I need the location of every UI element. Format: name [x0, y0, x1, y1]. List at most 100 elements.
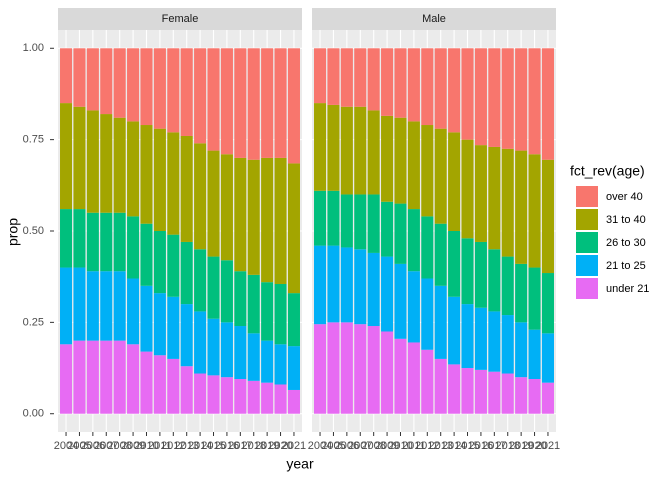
bar-segment — [394, 338, 407, 414]
bar-segment — [234, 326, 247, 380]
legend-key — [576, 186, 598, 207]
bar-segment — [247, 48, 260, 160]
x-tick-label: 2008 — [107, 440, 131, 452]
bar-segment — [501, 373, 514, 414]
bar-segment — [434, 223, 447, 286]
bar-segment — [541, 159, 554, 274]
bar-segment — [167, 358, 180, 414]
y-tick-label: 0.00 — [23, 408, 44, 420]
bar-segment — [207, 318, 220, 376]
bar-segment — [461, 368, 474, 414]
x-tick-label: 2010 — [388, 440, 412, 452]
strip-label: Female — [162, 13, 199, 25]
bar-segment — [60, 209, 73, 268]
bar-segment — [528, 48, 541, 155]
bar-segment — [113, 117, 126, 213]
bar-segment — [515, 150, 528, 264]
bar-segment — [381, 256, 394, 332]
x-tick-label: 2007 — [94, 440, 118, 452]
bar-segment — [127, 216, 140, 279]
bar-segment — [488, 249, 501, 312]
bar-segment — [60, 103, 73, 210]
bar-segment — [167, 234, 180, 297]
bar-segment — [153, 231, 166, 294]
bar-segment — [100, 212, 113, 272]
legend-label: 21 to 25 — [606, 260, 646, 272]
bar-segment — [434, 128, 447, 224]
bar-segment — [140, 223, 153, 286]
legend-label: under 21 — [606, 283, 649, 295]
bar-segment — [287, 346, 300, 390]
bar-segment — [261, 282, 274, 341]
strip-label: Male — [422, 13, 446, 25]
bar-segment — [448, 296, 461, 365]
bar-segment — [367, 326, 380, 414]
bar-segment — [234, 48, 247, 158]
strip — [312, 8, 556, 30]
bar-segment — [113, 271, 126, 341]
x-tick-label: 2006 — [81, 440, 105, 452]
bar-segment — [461, 304, 474, 369]
bar-segment — [367, 110, 380, 195]
bar-segment — [488, 311, 501, 372]
bar-segment — [474, 369, 487, 414]
legend-key — [576, 209, 598, 230]
bar-segment — [220, 48, 233, 155]
bar-segment — [461, 48, 474, 140]
bar-segment — [314, 190, 327, 246]
bar-segment — [501, 315, 514, 374]
bar-segment — [515, 377, 528, 414]
bar-segment — [140, 48, 153, 126]
bar-segment — [314, 324, 327, 414]
bar-segment — [340, 322, 353, 414]
bar-segment — [434, 285, 447, 359]
bar-segment — [381, 48, 394, 116]
bar-segment — [541, 382, 554, 414]
x-tick-label: 2008 — [361, 440, 385, 452]
x-tick-label: 2017 — [228, 440, 252, 452]
bar-segment — [461, 139, 474, 239]
bar-segment — [327, 48, 340, 105]
bar-segment — [488, 371, 501, 414]
x-tick-label: 2010 — [134, 440, 158, 452]
strip — [58, 8, 302, 30]
x-axis-title: year — [286, 456, 314, 472]
bar-segment — [474, 241, 487, 308]
bar-segment — [234, 379, 247, 414]
bar-segment — [287, 163, 300, 294]
bar-segment — [167, 132, 180, 235]
bar-segment — [86, 212, 99, 272]
bar-segment — [247, 159, 260, 275]
bar-segment — [180, 48, 193, 136]
bar-segment — [434, 48, 447, 129]
bar-segment — [274, 48, 287, 158]
x-tick-label: 2005 — [321, 440, 345, 452]
bar-segment — [100, 271, 113, 341]
x-tick-label: 2014 — [188, 440, 212, 452]
bar-segment — [207, 48, 220, 151]
bar-segment — [60, 344, 73, 414]
bar-segment — [461, 238, 474, 305]
bar-segment — [73, 267, 86, 341]
bar-segment — [113, 48, 126, 118]
x-tick-label: 2006 — [335, 440, 359, 452]
bar-segment — [394, 117, 407, 204]
bar-segment — [153, 128, 166, 231]
bar-segment — [515, 48, 528, 151]
bar-segment — [261, 48, 274, 158]
y-tick-label: 0.25 — [23, 316, 44, 328]
bar-segment — [261, 382, 274, 414]
bar-segment — [127, 344, 140, 414]
bar-segment — [314, 103, 327, 191]
x-tick-label: 2018 — [241, 440, 265, 452]
x-tick-label: 2005 — [67, 440, 91, 452]
bar-segment — [167, 48, 180, 133]
bar-segment — [448, 364, 461, 414]
x-tick-label: 2007 — [348, 440, 372, 452]
bar-segment — [234, 157, 247, 272]
x-tick-label: 2013 — [174, 440, 198, 452]
bar-segment — [314, 245, 327, 325]
bar-segment — [194, 373, 207, 414]
bar-segment — [501, 48, 514, 149]
bar-segment — [140, 125, 153, 224]
